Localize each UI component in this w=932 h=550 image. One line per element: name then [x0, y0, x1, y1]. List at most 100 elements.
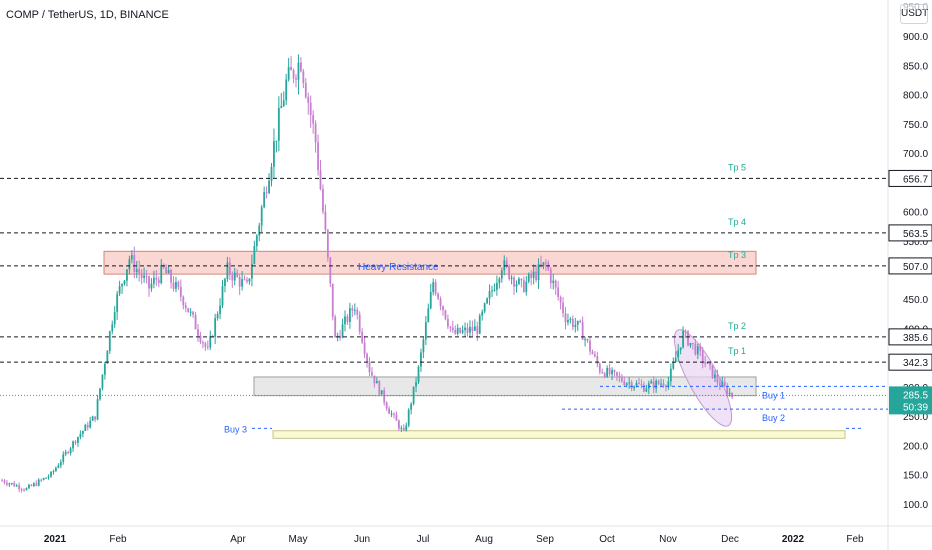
candle-body — [361, 331, 364, 343]
chart-title: COMP / TetherUS, 1D, BINANCE — [6, 9, 169, 21]
candle-body — [258, 225, 261, 236]
candle-body — [692, 342, 694, 344]
candle-body — [331, 283, 334, 317]
candle-body — [47, 476, 50, 478]
candle-body — [515, 283, 518, 287]
candle-body — [221, 286, 224, 306]
candle-body — [434, 282, 437, 294]
candle-body — [187, 308, 190, 313]
candle-body — [598, 363, 601, 373]
candle-body — [157, 279, 160, 284]
candle-body — [679, 347, 682, 351]
x-tick-label: Dec — [721, 534, 739, 545]
candle-body — [483, 303, 486, 312]
candle-body — [322, 189, 324, 212]
candle-body — [402, 427, 405, 431]
candle-body — [378, 381, 381, 395]
candle-body — [532, 271, 535, 279]
candle-body — [251, 263, 253, 279]
candle-body — [496, 282, 498, 290]
candle-body — [633, 386, 635, 389]
candle-body — [716, 374, 719, 383]
candle-body — [400, 427, 403, 429]
level-price-label: 656.7 — [903, 174, 928, 185]
candle-body — [530, 273, 533, 279]
x-tick-label: Apr — [230, 534, 246, 545]
x-tick-label: Nov — [659, 534, 677, 545]
candle-body — [643, 384, 645, 392]
candle-body — [94, 416, 96, 420]
candle-body — [197, 329, 199, 336]
candle-body — [478, 315, 481, 334]
x-tick-label: Oct — [599, 534, 615, 545]
candle-body — [407, 409, 410, 426]
candle-body — [341, 324, 344, 338]
candle-body — [233, 272, 236, 281]
candle-body — [569, 319, 572, 321]
candle-body — [69, 448, 72, 454]
candle-body — [635, 383, 638, 387]
candle-body — [645, 388, 648, 392]
candle-body — [689, 342, 692, 346]
y-tick-label: 450.0 — [903, 295, 928, 306]
level-price-label: 507.0 — [903, 262, 928, 273]
candle-body — [447, 319, 449, 327]
candle-body — [601, 372, 604, 374]
candle-body — [184, 305, 187, 309]
candle-body — [175, 282, 177, 289]
candle-body — [559, 296, 562, 303]
candle-body — [669, 368, 672, 382]
candle-body — [677, 350, 680, 358]
candle-body — [153, 277, 155, 284]
level-price-label: 342.3 — [903, 358, 928, 369]
candle-body — [130, 255, 133, 260]
candle-body — [393, 413, 395, 415]
candle-body — [611, 370, 613, 375]
candle-body — [439, 298, 442, 307]
candle-body — [317, 142, 319, 171]
candle-body — [155, 277, 158, 280]
candle-body — [91, 416, 94, 421]
candle-body — [427, 308, 430, 323]
candle-body — [358, 314, 361, 332]
candle-body — [696, 346, 699, 355]
candle-body — [349, 308, 351, 322]
candle-body — [564, 313, 567, 323]
currency-unit-button[interactable]: USDT — [900, 4, 928, 24]
level-price-tag — [888, 224, 932, 242]
buy3-label: Buy 3 — [224, 424, 247, 434]
candle-body — [371, 372, 373, 376]
candle-body — [662, 383, 665, 386]
candle-body — [25, 488, 28, 491]
heavy-resistance-zone — [103, 250, 757, 275]
y-tick-label: 950.0 — [903, 2, 928, 13]
candle-body — [255, 235, 258, 247]
candle-body — [334, 316, 337, 338]
candle-body — [353, 309, 356, 311]
candle-body — [268, 180, 270, 193]
candle-body — [562, 302, 564, 314]
candle-body — [412, 386, 415, 404]
candle-body — [292, 70, 295, 79]
y-tick-label: 250.0 — [903, 412, 928, 423]
candle-body — [106, 351, 109, 364]
candles-group — [1, 54, 733, 493]
candle-body — [84, 424, 87, 431]
candle-body — [571, 319, 574, 328]
candle-body — [616, 372, 618, 376]
candle-body — [473, 326, 476, 331]
candle-body — [140, 273, 143, 278]
candle-body — [150, 283, 153, 289]
candle-body — [302, 71, 305, 84]
candle-body — [594, 354, 596, 357]
candle-body — [500, 270, 503, 279]
candle-body — [471, 326, 474, 331]
candle-body — [172, 282, 175, 289]
candle-body — [466, 327, 469, 333]
buy3-zone — [272, 430, 846, 439]
candle-body — [300, 62, 302, 72]
candle-body — [277, 108, 280, 141]
candle-body — [206, 346, 209, 348]
candle-body — [28, 484, 30, 489]
